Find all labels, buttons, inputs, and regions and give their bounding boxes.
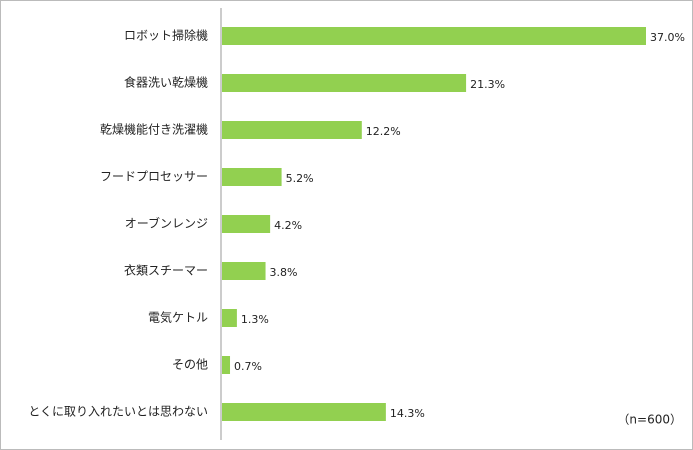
- value-label: 3.8%: [270, 266, 298, 279]
- bar: [222, 356, 231, 374]
- category-label: オーブンレンジ: [125, 216, 208, 231]
- category-label: 電気ケトル: [148, 310, 208, 325]
- bar: [222, 168, 282, 186]
- category-label: ロボット掃除機: [124, 28, 208, 43]
- category-label: とくに取り入れたいとは思わない: [28, 405, 208, 419]
- bar: [222, 403, 386, 421]
- value-label: 14.3%: [390, 407, 425, 420]
- bar: [222, 215, 271, 233]
- value-label: 12.2%: [366, 125, 401, 138]
- value-label: 1.3%: [241, 313, 269, 326]
- category-label: その他: [172, 358, 208, 372]
- value-label: 5.2%: [286, 172, 314, 185]
- category-label: 食器洗い乾燥機: [124, 75, 208, 90]
- bar: [222, 27, 646, 45]
- bar: [222, 74, 467, 92]
- bar: [222, 309, 237, 327]
- sample-size-note: （n=600）: [617, 413, 682, 427]
- category-label: 衣類スチーマー: [124, 263, 208, 278]
- bar: [222, 262, 266, 280]
- value-label: 37.0%: [650, 31, 685, 44]
- category-label: フードプロセッサー: [100, 170, 208, 184]
- bar: [222, 121, 362, 139]
- value-label: 0.7%: [234, 360, 262, 373]
- category-label: 乾燥機能付き洗濯機: [100, 122, 208, 137]
- value-label: 4.2%: [274, 219, 302, 232]
- value-label: 21.3%: [470, 78, 505, 91]
